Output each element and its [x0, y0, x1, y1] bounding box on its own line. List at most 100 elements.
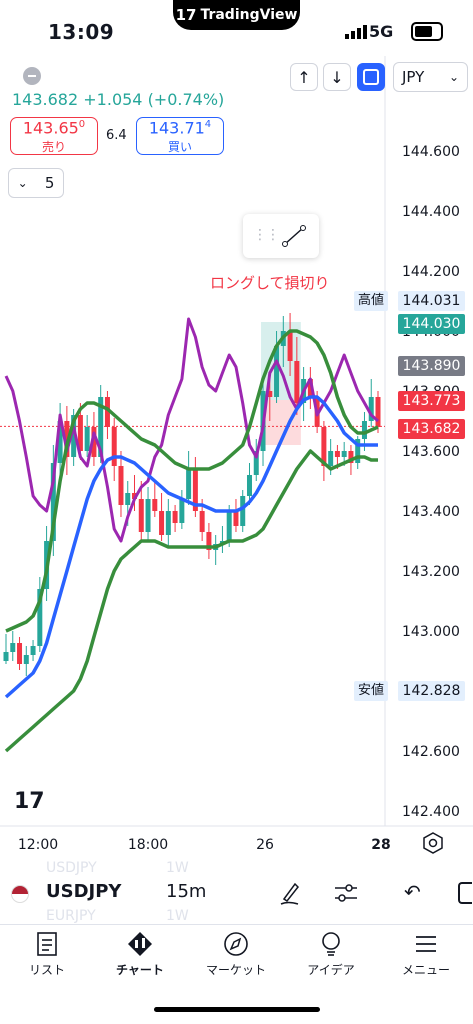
nav-menu[interactable]: メニュー: [381, 931, 471, 978]
ghost-interval-2: 1W: [166, 908, 189, 924]
undo-icon[interactable]: ↶: [404, 880, 421, 904]
y-tick-label: 142.400: [402, 804, 460, 820]
candle-body: [23, 655, 29, 664]
series-line: [5, 329, 379, 633]
tp-tag: 144.030: [398, 314, 465, 334]
candle-body: [267, 391, 273, 397]
series-line: [4, 449, 378, 753]
nav-market-label: マーケット: [205, 963, 266, 977]
collapse-button[interactable]: [18, 62, 46, 90]
nav-list[interactable]: リスト: [2, 931, 92, 978]
drag-handle-icon[interactable]: ⋮⋮: [253, 227, 280, 243]
y-tick-label: 144.200: [402, 264, 460, 280]
lots-value: 5: [44, 174, 55, 192]
us-flag-icon: [11, 885, 29, 903]
sell-price: 143.65: [22, 118, 79, 138]
app-name: TradingView: [200, 7, 298, 23]
nav-ideas-label: アイデア: [307, 963, 355, 977]
last-price: 143.682: [12, 90, 79, 109]
pen-icon[interactable]: [278, 879, 302, 907]
candle-body: [321, 427, 327, 466]
candle-body: [240, 496, 246, 526]
candle-body: [334, 451, 340, 457]
nav-ideas[interactable]: アイデア: [286, 931, 376, 978]
bulb-icon: [322, 932, 340, 956]
y-tick-label: 143.400: [402, 504, 460, 520]
candle-body: [104, 397, 110, 427]
candle-body: [84, 427, 90, 451]
candle-body: [287, 331, 293, 361]
candle-body: [17, 643, 23, 664]
candle-body: [233, 511, 239, 526]
candle-body: [226, 511, 232, 541]
candle-body: [91, 427, 97, 457]
menu-icon: [416, 936, 436, 952]
candle-body: [253, 451, 259, 475]
buy-button[interactable]: 143.714 買い: [136, 117, 224, 155]
candle-body: [145, 499, 151, 532]
interval-button[interactable]: 15m: [166, 881, 207, 902]
candle-body: [111, 427, 117, 466]
tradingview-logo-icon: 𝟭𝟳: [14, 789, 45, 814]
auto-scale-button[interactable]: [357, 63, 385, 91]
gray-tag: 143.890: [398, 356, 465, 376]
candle-body: [179, 499, 185, 523]
candle-body: [348, 451, 354, 463]
spread-value: 6.4: [106, 128, 127, 143]
trendline-icon[interactable]: [281, 224, 307, 248]
x-tick-label: 12:00: [18, 837, 58, 853]
arrow-down-button[interactable]: ↓: [323, 63, 351, 91]
y-tick-label: 143.000: [402, 624, 460, 640]
series-line: [4, 395, 378, 699]
candle-body: [172, 511, 178, 523]
ghost-interval: 1W: [166, 860, 189, 876]
chevron-down-icon: ⌄: [17, 176, 28, 190]
lots-select[interactable]: ⌄ 5: [8, 168, 64, 198]
candle-body: [71, 415, 77, 457]
low-tag: 142.828: [398, 681, 465, 701]
symbol-button[interactable]: USDJPY: [46, 881, 122, 902]
candle-body: [294, 361, 300, 403]
symbol-bar: USDJPY 1W EURJPY 1W USDJPY 15m ↶: [0, 860, 473, 924]
candle-body: [10, 643, 16, 652]
candle-body: [77, 415, 83, 451]
candle-body: [274, 346, 280, 397]
nav-list-label: リスト: [28, 963, 65, 977]
candle-body: [375, 397, 381, 427]
list-icon: [37, 932, 57, 956]
currency-select[interactable]: JPY ⌄: [393, 62, 468, 92]
candle-body: [355, 439, 361, 463]
indicators-icon[interactable]: [333, 881, 359, 905]
tv-logo-icon: 𝟭𝟳: [175, 6, 197, 24]
candle-body: [30, 646, 36, 655]
y-tick-label: 143.600: [402, 444, 460, 460]
ghost-symbol: USDJPY: [46, 860, 97, 876]
chart-icon: [128, 932, 152, 956]
sell-button[interactable]: 143.650 売り: [10, 117, 98, 155]
candle-body: [159, 511, 165, 535]
arrow-up-button[interactable]: ↑: [290, 63, 318, 91]
price-chart[interactable]: 144.600144.400144.200144.000143.800143.6…: [0, 56, 473, 856]
nav-menu-label: メニュー: [401, 963, 450, 977]
candle-body: [125, 493, 131, 505]
candle-body: [98, 397, 104, 457]
nav-chart[interactable]: チャート: [95, 931, 185, 978]
candle-body: [246, 475, 252, 496]
arrow-up-icon: ↑: [297, 67, 311, 87]
compass-icon: [224, 932, 248, 956]
low-label: 安値: [354, 681, 389, 701]
dynamic-island: 𝟭𝟳 TradingView: [173, 0, 300, 30]
chevron-down-icon: ⌄: [448, 70, 459, 84]
candle-body: [206, 532, 212, 550]
y-tick-label: 144.400: [402, 204, 460, 220]
nav-market[interactable]: マーケット: [191, 931, 281, 978]
candle-body: [307, 379, 313, 397]
buy-price: 143.71: [148, 118, 205, 138]
y-tick-label: 142.600: [402, 744, 460, 760]
annotation-text: ロングして損切り: [210, 274, 330, 292]
chart-settings-icon[interactable]: [422, 832, 444, 854]
fullscreen-icon[interactable]: [458, 882, 472, 904]
drawing-toolbar[interactable]: ⋮⋮: [243, 214, 319, 258]
high-label: 高値: [354, 291, 389, 311]
candle-body: [3, 652, 9, 661]
